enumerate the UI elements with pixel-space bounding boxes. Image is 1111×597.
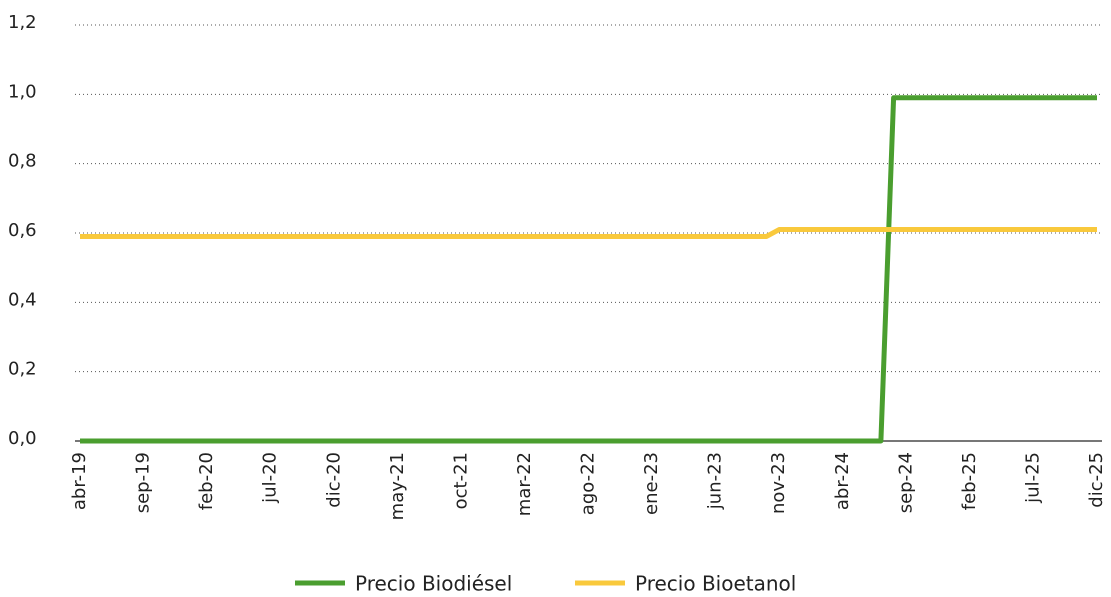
y-tick-label: 0,0	[8, 428, 37, 449]
y-tick-label: 0,6	[8, 220, 37, 241]
y-tick-label: 0,8	[8, 151, 37, 172]
x-tick-label: sep-24	[895, 452, 916, 513]
x-tick-label: ene-23	[641, 452, 662, 515]
legend-label: Precio Biodiésel	[355, 572, 512, 596]
x-tick-label: dic-25	[1086, 452, 1107, 508]
x-tick-label: feb-25	[959, 452, 980, 510]
x-tick-label: nov-23	[768, 452, 789, 514]
x-tick-label: ago-22	[578, 452, 599, 515]
x-tick-label: sep-19	[133, 452, 154, 513]
line	[80, 227, 1097, 239]
x-tick-label: abr-24	[832, 452, 853, 510]
y-tick-label: 0,2	[8, 359, 37, 380]
x-tick-label: abr-19	[69, 452, 90, 510]
x-tick-label: jun-23	[705, 452, 726, 510]
x-tick-label: dic-20	[323, 452, 344, 508]
x-tick-label: feb-20	[196, 452, 217, 510]
y-tick-label: 0,4	[8, 289, 37, 310]
x-tick-label: may-21	[387, 452, 408, 520]
y-tick-label: 1,0	[8, 81, 37, 102]
legend-label: Precio Bioetanol	[635, 572, 796, 596]
x-tick-label: jul-25	[1022, 452, 1043, 504]
y-tick-label: 1,2	[8, 12, 37, 33]
line	[80, 95, 1097, 444]
x-tick-label: mar-22	[514, 452, 535, 516]
x-tick-label: oct-21	[450, 452, 471, 509]
x-tick-label: jul-20	[260, 452, 281, 504]
